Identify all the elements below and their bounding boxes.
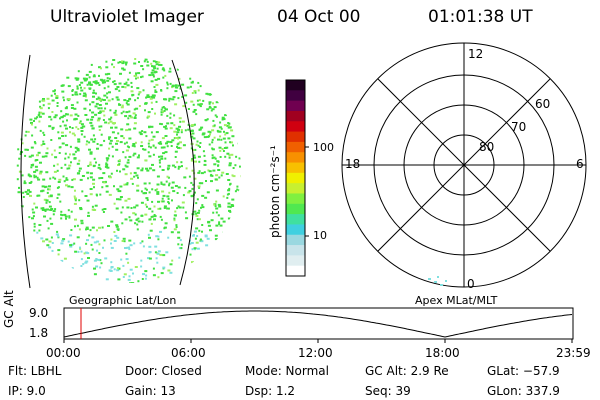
status-filter: Flt: LBHL [8, 364, 62, 378]
colorbar-tick-100: 100 [313, 141, 334, 154]
polar-label-noon: 12 [468, 47, 484, 61]
status-seq: Seq: 39 [365, 384, 411, 398]
status-ip: IP: 9.0 [8, 384, 46, 398]
polar-lat-80: 80 [479, 140, 495, 154]
altitude-curve [63, 310, 573, 338]
colorbar-tick-10: 10 [313, 229, 327, 242]
time-label: 01:01:38 UT [428, 7, 533, 27]
time-tick-0000: 00:00 [46, 346, 81, 360]
status-glon: GLon: 337.9 [487, 384, 560, 398]
altitude-axis-title: GC Alt [2, 290, 16, 328]
polar-label-midnight: 0 [467, 277, 475, 291]
altitude-frame [63, 307, 574, 340]
polar-label-dawn: 6 [576, 157, 584, 171]
instrument-title: Ultraviolet Imager [50, 7, 204, 27]
terminator-line [171, 59, 195, 286]
polar-label-dusk: 18 [345, 157, 361, 171]
date-label: 04 Oct 00 [277, 7, 361, 27]
time-tick-1800: 18:00 [425, 346, 460, 360]
geographic-label: Geographic Lat/Lon [69, 294, 177, 307]
status-dsp: Dsp: 1.2 [245, 384, 296, 398]
status-gc-alt: GC Alt: 2.9 Re [365, 364, 449, 378]
status-gain: Gain: 13 [125, 384, 176, 398]
time-tick-0600: 06:00 [171, 346, 206, 360]
limb-arc-left [20, 54, 31, 289]
time-tick-1200: 12:00 [298, 346, 333, 360]
status-mode: Mode: Normal [245, 364, 329, 378]
apex-label: Apex MLat/MLT [415, 294, 498, 307]
status-glat: GLat: −57.9 [487, 364, 560, 378]
polar-diagonal-2 [377, 78, 551, 252]
time-tick-2359: 23:59 [556, 346, 591, 360]
polar-lat-60: 60 [535, 97, 551, 111]
status-door: Door: Closed [125, 364, 202, 378]
altitude-tick-low: 1.8 [29, 326, 49, 340]
polar-lat-70: 70 [511, 120, 527, 134]
altitude-tick-high: 9.0 [29, 306, 49, 320]
